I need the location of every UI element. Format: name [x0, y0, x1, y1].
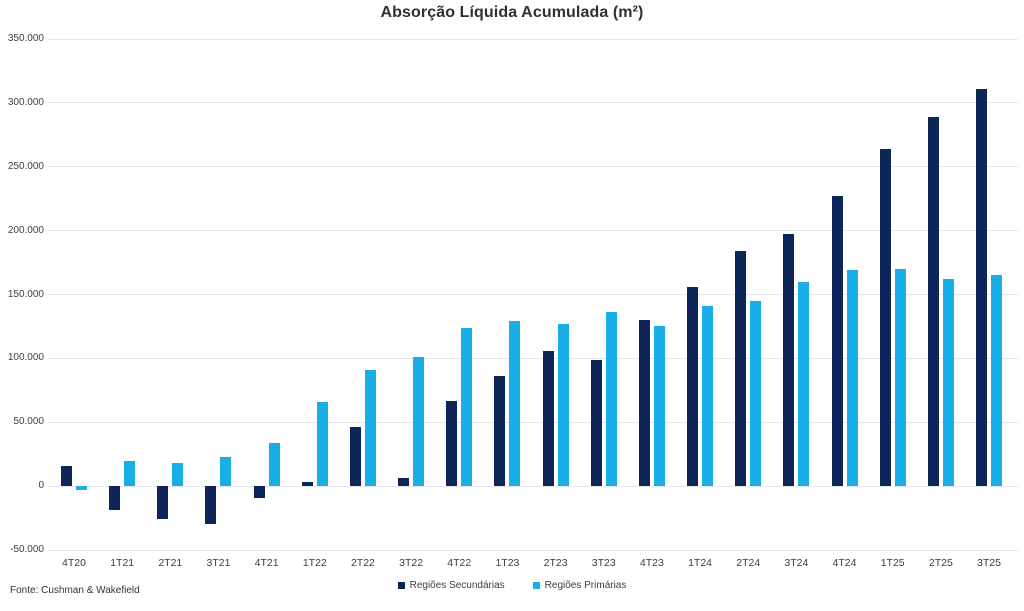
x-axis-tick-label: 1T25: [880, 557, 905, 569]
chart-title: Absorção Líquida Acumulada (m²): [380, 4, 644, 21]
bar-regioes-secundarias-3t24: [783, 234, 795, 487]
bar-regioes-primarias-3t24: [798, 281, 810, 487]
gridline: [48, 294, 1018, 295]
bar-regioes-primarias-4t20: [76, 486, 87, 490]
x-axis-tick-label: 2T22: [350, 557, 375, 569]
bar-regioes-secundarias-2t22: [349, 427, 361, 487]
x-axis-tick-label: 2T21: [158, 557, 183, 569]
bar-regioes-secundarias-2t21: [157, 486, 169, 520]
legend-label: Regiões Primárias: [544, 580, 627, 591]
y-axis-tick-label: 300.000: [7, 96, 44, 108]
legend-item: Regiões Secundárias: [397, 580, 505, 591]
bar-regioes-secundarias-2t23: [542, 350, 554, 487]
bar-regioes-primarias-3t23: [605, 312, 617, 487]
bar-regioes-primarias-2t21: [172, 463, 184, 487]
y-axis-tick-label: 350.000: [7, 33, 44, 44]
x-axis-tick-label: 2T23: [543, 557, 568, 569]
x-axis-tick-label: 4T20: [62, 557, 86, 569]
bar-regioes-primarias-4t22: [461, 327, 473, 487]
bar-regioes-secundarias-1t24: [687, 286, 699, 487]
y-axis-tick-label: -50.000: [10, 544, 44, 555]
x-axis-tick-label: 4T23: [639, 557, 664, 569]
x-axis-tick-label: 2T24: [736, 557, 761, 569]
bar-regioes-secundarias-4t22: [446, 400, 458, 487]
bar-regioes-secundarias-1t25: [879, 148, 891, 487]
bar-regioes-primarias-4t21: [268, 442, 280, 487]
legend-label: Regiões Secundárias: [409, 580, 505, 591]
x-axis-tick-label: 1T21: [110, 557, 135, 569]
bar-regioes-primarias-1t24: [702, 305, 714, 487]
y-axis-tick-label: 100.000: [7, 352, 44, 364]
bar-regioes-secundarias-1t23: [494, 376, 506, 487]
gridline: [48, 38, 1018, 40]
legend-swatch-icon: [532, 582, 540, 589]
bar-regioes-primarias-1t22: [316, 401, 328, 487]
bar-regioes-primarias-1t21: [124, 460, 136, 487]
bar-regioes-secundarias-1t22: [301, 482, 313, 487]
x-axis-tick-label: 2T25: [928, 557, 953, 569]
bar-regioes-primarias-3t25: [991, 275, 1002, 487]
bar-regioes-primarias-3t21: [220, 456, 232, 487]
bar-regioes-secundarias-3t21: [205, 486, 217, 525]
gridline: [48, 549, 1018, 551]
bar-regioes-primarias-2t23: [557, 323, 569, 487]
legend: Regiões Secundárias Regiões Primárias: [0, 580, 1024, 591]
y-axis-tick-label: 250.000: [7, 160, 44, 172]
bar-regioes-secundarias-4t24: [831, 196, 843, 487]
x-axis-tick-label: 1T24: [688, 557, 713, 569]
bar-regioes-secundarias-3t23: [590, 359, 602, 487]
gridline: [48, 357, 1018, 359]
gridline: [48, 166, 1018, 168]
bar-regioes-primarias-3t22: [413, 357, 425, 487]
bar-regioes-primarias-4t24: [846, 270, 858, 487]
x-axis-tick-label: 1T22: [302, 557, 327, 569]
legend-item: Regiões Primárias: [532, 580, 627, 591]
bar-regioes-secundarias-1t21: [109, 486, 121, 511]
bar-regioes-primarias-1t25: [894, 268, 906, 487]
bar-regioes-secundarias-3t22: [398, 478, 410, 487]
gridline: [48, 421, 1018, 423]
bar-regioes-primarias-2t22: [364, 369, 376, 487]
x-axis-tick-label: 4T24: [832, 557, 857, 569]
x-axis-tick-label: 3T21: [206, 557, 231, 569]
y-axis-tick-label: 150.000: [7, 288, 44, 300]
bar-regioes-secundarias-4t23: [638, 320, 650, 487]
x-axis-tick-label: 4T21: [254, 557, 279, 569]
y-axis-tick-label: 50.000: [13, 416, 44, 428]
x-axis-tick-label: 1T23: [495, 557, 520, 569]
bar-regioes-primarias-2t24: [750, 300, 762, 487]
x-axis-tick-label: 3T25: [977, 557, 1001, 569]
bar-regioes-secundarias-3t25: [976, 88, 987, 487]
gridline: [48, 485, 1018, 487]
y-axis-tick-label: 200.000: [7, 224, 44, 236]
x-axis-tick-label: 4T22: [447, 557, 472, 569]
gridline: [48, 230, 1018, 232]
gridline: [48, 102, 1018, 104]
y-axis-tick-label: 0: [38, 480, 44, 492]
bar-regioes-secundarias-4t20: [61, 465, 72, 487]
bar-regioes-secundarias-2t25: [927, 116, 939, 487]
bar-regioes-primarias-2t25: [942, 279, 954, 487]
bar-regioes-secundarias-2t24: [735, 251, 747, 487]
source-note: Fonte: Cushman & Wakefield: [10, 585, 140, 596]
bar-regioes-primarias-4t23: [653, 326, 665, 487]
bar-regioes-primarias-1t23: [509, 321, 521, 487]
x-axis-tick-label: 3T22: [399, 557, 424, 569]
x-axis-tick-label: 3T23: [591, 557, 616, 569]
legend-swatch-icon: [397, 582, 405, 589]
x-axis-tick-label: 3T24: [784, 557, 809, 569]
bar-regioes-secundarias-4t21: [253, 486, 265, 498]
